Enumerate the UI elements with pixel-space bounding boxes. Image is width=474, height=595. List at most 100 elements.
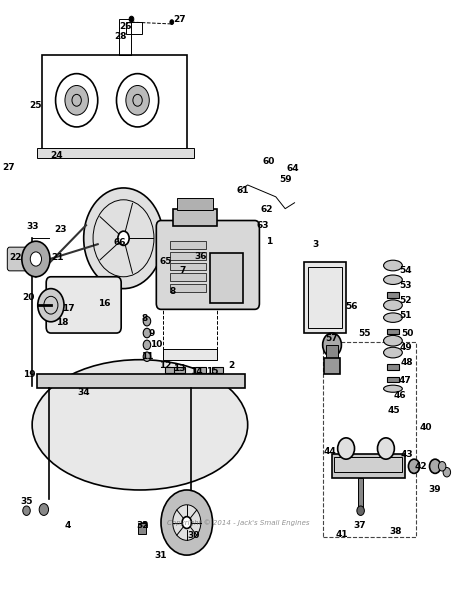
Circle shape bbox=[170, 20, 173, 24]
Bar bbox=[334, 458, 402, 472]
Bar bbox=[170, 273, 206, 281]
Circle shape bbox=[323, 333, 341, 357]
Text: 40: 40 bbox=[419, 423, 432, 433]
Bar bbox=[358, 478, 363, 508]
Text: 51: 51 bbox=[400, 311, 412, 320]
Text: 25: 25 bbox=[30, 101, 42, 109]
Circle shape bbox=[142, 522, 147, 529]
Circle shape bbox=[337, 438, 355, 459]
Text: 3: 3 bbox=[312, 240, 319, 249]
Text: 41: 41 bbox=[335, 530, 348, 539]
Circle shape bbox=[65, 86, 88, 115]
Circle shape bbox=[22, 241, 50, 277]
Bar bbox=[332, 455, 405, 478]
Bar bbox=[195, 367, 207, 373]
Bar bbox=[323, 342, 416, 537]
Circle shape bbox=[23, 506, 30, 515]
Text: 55: 55 bbox=[359, 328, 371, 337]
Bar bbox=[42, 55, 187, 149]
Bar bbox=[164, 349, 217, 360]
Text: 31: 31 bbox=[155, 550, 167, 560]
Text: 16: 16 bbox=[99, 299, 111, 308]
Text: 62: 62 bbox=[260, 205, 273, 214]
Circle shape bbox=[143, 328, 151, 338]
Text: 12: 12 bbox=[159, 361, 172, 370]
Circle shape bbox=[38, 289, 64, 322]
Ellipse shape bbox=[383, 385, 402, 392]
Text: 18: 18 bbox=[56, 318, 69, 327]
Circle shape bbox=[30, 252, 42, 266]
Bar bbox=[387, 292, 399, 298]
Bar bbox=[126, 22, 142, 34]
Bar bbox=[177, 198, 212, 210]
Text: 20: 20 bbox=[22, 293, 35, 302]
Text: 56: 56 bbox=[346, 302, 358, 311]
Text: 60: 60 bbox=[263, 157, 275, 166]
Circle shape bbox=[143, 317, 151, 326]
Circle shape bbox=[129, 16, 134, 22]
Text: 38: 38 bbox=[389, 527, 401, 536]
Text: 27: 27 bbox=[173, 15, 186, 24]
Ellipse shape bbox=[383, 275, 402, 284]
Bar bbox=[165, 367, 176, 373]
Text: 26: 26 bbox=[119, 22, 132, 31]
Bar bbox=[324, 358, 340, 374]
Text: 11: 11 bbox=[141, 352, 153, 361]
Text: 8: 8 bbox=[170, 287, 176, 296]
Text: 37: 37 bbox=[354, 521, 366, 530]
Circle shape bbox=[409, 459, 419, 474]
Text: 30: 30 bbox=[188, 531, 200, 540]
Text: 23: 23 bbox=[54, 225, 66, 234]
Bar bbox=[387, 330, 399, 334]
Bar bbox=[387, 364, 399, 369]
Bar bbox=[37, 148, 194, 158]
Text: 13: 13 bbox=[173, 364, 186, 373]
Ellipse shape bbox=[32, 360, 248, 490]
Text: 27: 27 bbox=[2, 162, 15, 172]
Text: 24: 24 bbox=[50, 151, 63, 160]
Text: 14: 14 bbox=[190, 367, 202, 376]
Text: 54: 54 bbox=[399, 267, 412, 275]
Ellipse shape bbox=[383, 313, 402, 322]
Text: 50: 50 bbox=[401, 328, 413, 337]
Ellipse shape bbox=[383, 260, 402, 271]
Text: 61: 61 bbox=[237, 186, 249, 195]
Ellipse shape bbox=[383, 347, 402, 358]
Text: 48: 48 bbox=[401, 358, 413, 367]
Text: 19: 19 bbox=[24, 370, 36, 379]
Bar bbox=[211, 367, 223, 373]
Bar bbox=[137, 522, 146, 534]
Text: 21: 21 bbox=[52, 253, 64, 262]
Text: 39: 39 bbox=[429, 486, 441, 494]
Text: 52: 52 bbox=[400, 296, 412, 305]
Text: 46: 46 bbox=[394, 391, 406, 400]
Bar bbox=[37, 374, 246, 387]
Text: 43: 43 bbox=[401, 450, 413, 459]
Bar bbox=[173, 209, 217, 227]
Circle shape bbox=[173, 505, 201, 540]
Text: 45: 45 bbox=[388, 406, 400, 415]
Text: 53: 53 bbox=[400, 281, 412, 290]
Bar bbox=[210, 253, 243, 303]
Circle shape bbox=[161, 490, 212, 555]
Bar bbox=[170, 241, 206, 249]
Text: 10: 10 bbox=[150, 340, 163, 349]
Circle shape bbox=[438, 462, 446, 471]
Bar bbox=[387, 377, 399, 381]
Text: 2: 2 bbox=[228, 361, 235, 370]
Circle shape bbox=[429, 459, 441, 474]
Circle shape bbox=[39, 503, 48, 515]
Text: 59: 59 bbox=[279, 174, 292, 183]
Bar bbox=[304, 262, 346, 333]
Text: 49: 49 bbox=[400, 343, 412, 352]
Circle shape bbox=[118, 231, 129, 245]
Circle shape bbox=[443, 468, 451, 477]
Bar bbox=[170, 262, 206, 270]
Text: 9: 9 bbox=[148, 328, 155, 337]
FancyBboxPatch shape bbox=[7, 247, 31, 271]
Text: 65: 65 bbox=[159, 258, 172, 267]
Bar bbox=[170, 284, 206, 292]
Text: 8: 8 bbox=[141, 314, 148, 322]
Circle shape bbox=[143, 340, 151, 350]
Bar bbox=[170, 252, 206, 259]
